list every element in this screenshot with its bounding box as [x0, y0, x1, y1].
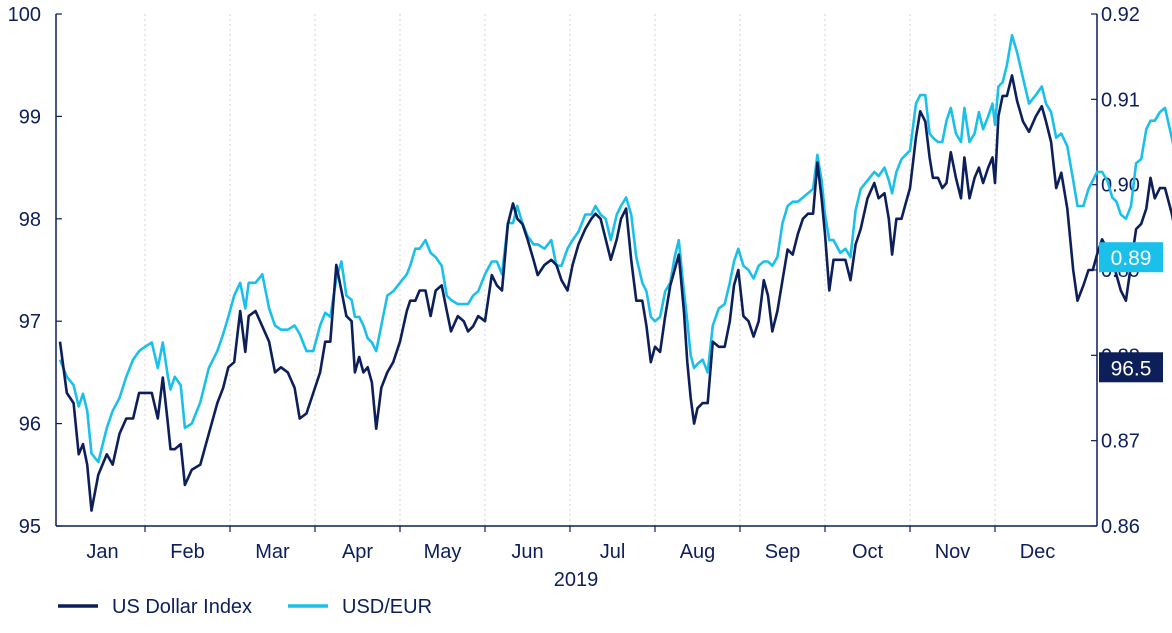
left-tick-label-4: 99 — [19, 106, 41, 128]
end-value-labels: 96.5 0.89 — [1099, 242, 1163, 383]
month-label-jul: Jul — [600, 541, 626, 563]
legend-label-us-dollar-index: US Dollar Index — [112, 596, 252, 618]
right-tick-label-1: 0.87 — [1101, 431, 1140, 453]
month-label-nov: Nov — [935, 541, 971, 563]
legend: US Dollar Index USD/EUR — [58, 596, 432, 618]
month-gridlines — [144, 14, 996, 532]
end-label-box-us-dollar-index — [1099, 352, 1163, 383]
month-label-oct: Oct — [852, 541, 884, 563]
x-axis-label: 2019 — [554, 569, 599, 591]
right-tick-label-0: 0.86 — [1101, 516, 1140, 538]
month-label-mar: Mar — [255, 541, 290, 563]
month-label-feb: Feb — [170, 541, 204, 563]
right-tick-label-5: 0.91 — [1101, 89, 1140, 111]
series-line-us-dollar-index — [58, 74, 1172, 512]
month-label-dec: Dec — [1020, 541, 1056, 563]
left-tick-label-5: 100 — [8, 4, 41, 26]
series-line-usd-eur — [58, 34, 1172, 464]
month-tick-labels: Jan Feb Mar Apr May Jun Jul Aug Sep Oct Nov Dec — [86, 541, 1055, 563]
month-label-may: May — [424, 541, 462, 563]
month-label-aug: Aug — [680, 541, 716, 563]
end-label-us-dollar-index: 96.5 — [1111, 357, 1152, 380]
month-label-jun: Jun — [511, 541, 543, 563]
end-label-usd-eur: 0.89 — [1111, 247, 1152, 270]
left-tick-label-2: 97 — [19, 311, 41, 333]
legend-label-usd-eur: USD/EUR — [342, 596, 432, 618]
left-tick-label-3: 98 — [19, 209, 41, 231]
end-label-box-usd-eur — [1099, 242, 1163, 273]
left-axis-ticks: 95 96 97 98 99 100 — [8, 4, 62, 538]
left-tick-label-0: 95 — [19, 516, 41, 538]
axes — [55, 14, 1098, 527]
left-tick-label-1: 96 — [19, 414, 41, 436]
right-tick-label-6: 0.92 — [1101, 4, 1140, 26]
month-label-sep: Sep — [765, 541, 801, 563]
month-label-jan: Jan — [86, 541, 118, 563]
month-label-apr: Apr — [342, 541, 373, 563]
series-lines — [58, 34, 1172, 512]
